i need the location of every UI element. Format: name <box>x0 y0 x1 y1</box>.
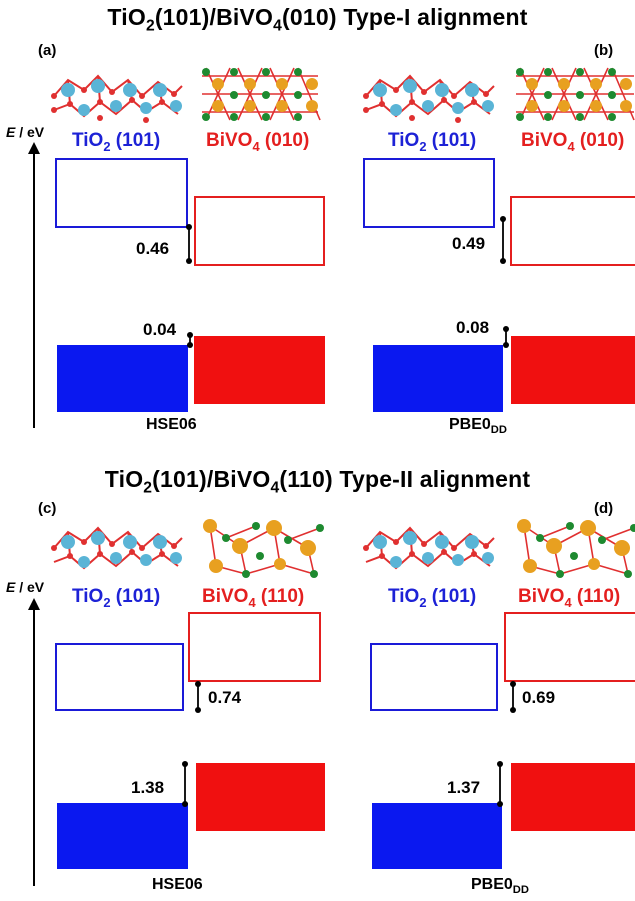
bivo4-label-a: BiVO4 (010) <box>206 130 310 154</box>
bivo4-conduction-band-a <box>194 196 325 266</box>
vb-offset-bracket-a <box>187 332 193 348</box>
vb-offset-value-b: 0.08 <box>456 318 490 337</box>
cb-offset-value-a: 0.46 <box>136 239 170 258</box>
vb-offset-bracket-b <box>503 326 509 348</box>
cb-offset-bracket-c <box>195 681 201 713</box>
cb-offset-value-c: 0.74 <box>208 688 242 707</box>
tio2-structure-image-d <box>363 526 495 570</box>
energy-axis-label-bottom: E / eV <box>6 579 45 595</box>
method-label-a: HSE06 <box>146 416 197 433</box>
cb-offset-bracket-d <box>510 681 516 713</box>
bivo4-010-structure-image-a <box>202 67 321 121</box>
tio2-conduction-band-c <box>55 643 184 711</box>
cb-offset-bracket-a <box>186 224 192 264</box>
cb-offset-value-b: 0.49 <box>452 234 486 253</box>
tio2-label-b: TiO2 (101) <box>388 130 477 154</box>
bivo4-conduction-band-b <box>510 196 635 266</box>
tio2-label-a: TiO2 (101) <box>72 130 161 154</box>
tio2-valence-band-a <box>57 345 188 412</box>
energy-axis-label-top: E / eV <box>6 124 45 140</box>
bivo4-label-d: BiVO4 (110) <box>518 586 621 610</box>
panel-label-d: (d) <box>594 500 614 517</box>
bivo4-010-structure-image-b <box>516 67 635 121</box>
tio2-conduction-band-a <box>55 158 188 228</box>
bivo4-label-b: BiVO4 (010) <box>521 130 625 154</box>
vb-offset-value-d: 1.37 <box>447 778 481 797</box>
vb-offset-value-a: 0.04 <box>143 320 177 339</box>
tio2-structure-image-b <box>363 74 495 123</box>
title-type-i: TiO2(101)/BiVO4(010) Type-I alignment <box>107 4 528 35</box>
panel-label-a: (a) <box>38 42 57 59</box>
cb-offset-value-d: 0.69 <box>522 688 556 707</box>
tio2-structure-image-a <box>51 74 183 123</box>
bivo4-valence-band-c <box>196 763 325 831</box>
tio2-valence-band-d <box>372 803 502 869</box>
method-label-b: PBE0DD <box>449 416 507 437</box>
bivo4-110-structure-image-c <box>203 519 324 578</box>
vb-offset-bracket-c <box>182 761 188 807</box>
energy-axis-arrow-bottom <box>28 598 40 886</box>
tio2-conduction-band-b <box>363 158 495 228</box>
bivo4-valence-band-a <box>194 336 325 404</box>
panel-label-b: (b) <box>594 42 614 59</box>
cb-offset-bracket-b <box>500 216 506 264</box>
title-type-ii: TiO2(101)/BiVO4(110) Type-II alignment <box>104 466 531 497</box>
bivo4-label-c: BiVO4 (110) <box>202 586 305 610</box>
method-label-d: PBE0DD <box>471 876 529 897</box>
method-label-c: HSE06 <box>152 876 203 893</box>
tio2-valence-band-b <box>373 345 503 412</box>
tio2-conduction-band-d <box>370 643 498 711</box>
vb-offset-bracket-d <box>497 761 503 807</box>
panel-label-c: (c) <box>38 500 57 517</box>
tio2-valence-band-c <box>57 803 188 869</box>
tio2-label-c: TiO2 (101) <box>72 586 161 610</box>
bivo4-valence-band-d <box>511 763 635 831</box>
bivo4-110-structure-image-d <box>517 519 635 578</box>
bivo4-conduction-band-d <box>504 612 635 682</box>
tio2-label-d: TiO2 (101) <box>388 586 477 610</box>
tio2-structure-image-c <box>51 526 183 570</box>
bivo4-valence-band-b <box>511 336 635 404</box>
bivo4-conduction-band-c <box>188 612 321 682</box>
vb-offset-value-c: 1.38 <box>131 778 165 797</box>
energy-axis-arrow-top <box>28 142 40 428</box>
